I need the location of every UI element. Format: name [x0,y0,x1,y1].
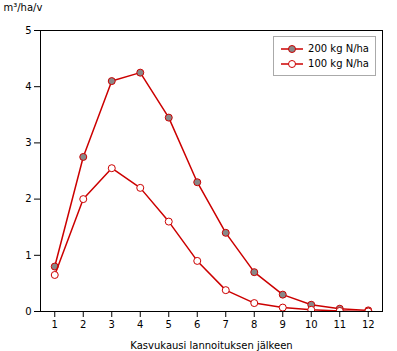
svg-text:11: 11 [333,319,346,330]
svg-text:4: 4 [137,319,143,330]
svg-text:10: 10 [305,319,318,330]
svg-text:7: 7 [223,319,229,330]
svg-text:0: 0 [25,306,31,317]
svg-text:2: 2 [80,319,86,330]
svg-text:3: 3 [109,319,115,330]
html-text:100 kg N/ha: 100 kg N/ha [308,58,369,69]
svg-text:1: 1 [25,250,31,261]
svg-text:8: 8 [251,319,257,330]
svg-text:m³/ha/v: m³/ha/v [4,2,43,13]
svg-text:1: 1 [52,319,58,330]
svg-text:9: 9 [280,319,286,330]
svg-text:12: 12 [362,319,375,330]
svg-text:5: 5 [25,25,31,36]
svg-text:4: 4 [25,81,31,92]
svg-text:2: 2 [25,193,31,204]
svg-text:5: 5 [166,319,172,330]
svg-text:Kasvukausi lannoituksen jälkee: Kasvukausi lannoituksen jälkeen [130,340,292,351]
svg-text:6: 6 [194,319,200,330]
html-text:200 kg N/ha: 200 kg N/ha [308,43,369,54]
svg-text:3: 3 [25,137,31,148]
